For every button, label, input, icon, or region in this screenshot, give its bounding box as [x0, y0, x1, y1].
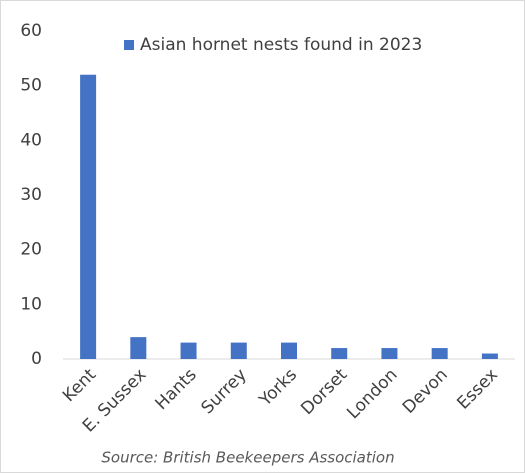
bar [230, 342, 247, 359]
bar [281, 342, 297, 359]
legend-swatch [124, 40, 134, 50]
source-note: Source: British Beekeepers Association [101, 449, 394, 467]
bar [431, 348, 448, 359]
bar [130, 337, 147, 359]
y-tick-label: 20 [20, 240, 42, 260]
y-tick-label: 40 [20, 130, 42, 150]
bar [180, 342, 197, 359]
y-tick-label: 10 [20, 294, 42, 314]
bar [331, 348, 348, 359]
y-tick-label: 0 [31, 349, 42, 369]
bar [381, 348, 398, 359]
y-tick-label: 30 [20, 185, 42, 205]
legend-label: Asian hornet nests found in 2023 [140, 35, 422, 55]
bar [80, 74, 97, 359]
y-tick-label: 60 [20, 21, 42, 41]
bar [481, 353, 498, 359]
y-tick-label: 50 [20, 76, 42, 96]
